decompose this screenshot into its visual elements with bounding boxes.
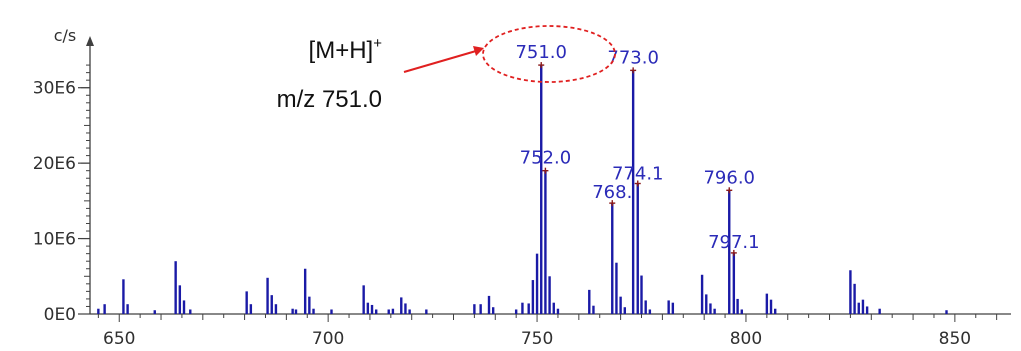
- annotation-mz-label: m/z 751.0: [277, 86, 382, 113]
- x-tick-label: 650: [103, 329, 135, 349]
- y-tick-label: 30E6: [33, 79, 76, 99]
- peak-label: 752.0: [520, 148, 572, 169]
- peak-label: 774.1: [612, 164, 664, 185]
- annotation-ion-charge: +: [373, 35, 382, 52]
- x-tick-label: 750: [521, 329, 553, 349]
- annotation-ion-formula: [M+H]: [309, 37, 374, 64]
- annotation-highlight-circle: [482, 25, 616, 83]
- x-tick-label: 700: [312, 329, 344, 349]
- peak-label: 751.0: [515, 42, 567, 63]
- peak-label: 773.0: [607, 47, 659, 68]
- peaks-group: [97, 65, 948, 314]
- annotation-group: [M+H]+ m/z 751.0: [277, 25, 616, 113]
- y-axis-arrow: [86, 36, 94, 46]
- annotation-arrowhead: [473, 46, 484, 56]
- annotation-ion-label: [M+H]+: [309, 35, 383, 64]
- peak-label: 768.: [592, 182, 632, 203]
- peak-label: 797.1: [708, 232, 760, 253]
- peak-label: 796.0: [703, 167, 755, 188]
- y-axis-label: c/s: [54, 26, 77, 45]
- x-tick-label: 850: [939, 329, 971, 349]
- axes-group: 0E0 10E6 20E6 30E6 650 700 750 800 850 c/s: [33, 26, 1011, 349]
- y-tick-label: 0E0: [44, 305, 76, 325]
- annotation-arrow-line: [403, 50, 477, 73]
- x-tick-label: 800: [730, 329, 762, 349]
- y-tick-label: 10E6: [33, 230, 76, 250]
- y-tick-label: 20E6: [33, 154, 76, 174]
